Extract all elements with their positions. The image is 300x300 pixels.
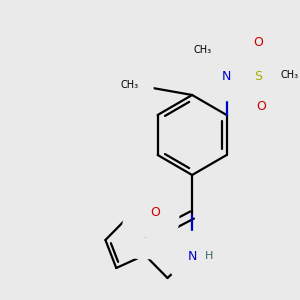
Text: N: N (222, 70, 231, 83)
Text: N: N (188, 250, 197, 262)
Text: CH₃: CH₃ (194, 45, 212, 55)
Text: O: O (253, 37, 263, 50)
Text: CH₃: CH₃ (121, 80, 139, 90)
Text: S: S (254, 70, 262, 83)
Text: O: O (151, 206, 160, 220)
Text: O: O (256, 100, 266, 113)
Text: CH₃: CH₃ (280, 70, 299, 80)
Text: H: H (205, 251, 213, 261)
Text: O: O (141, 227, 151, 241)
